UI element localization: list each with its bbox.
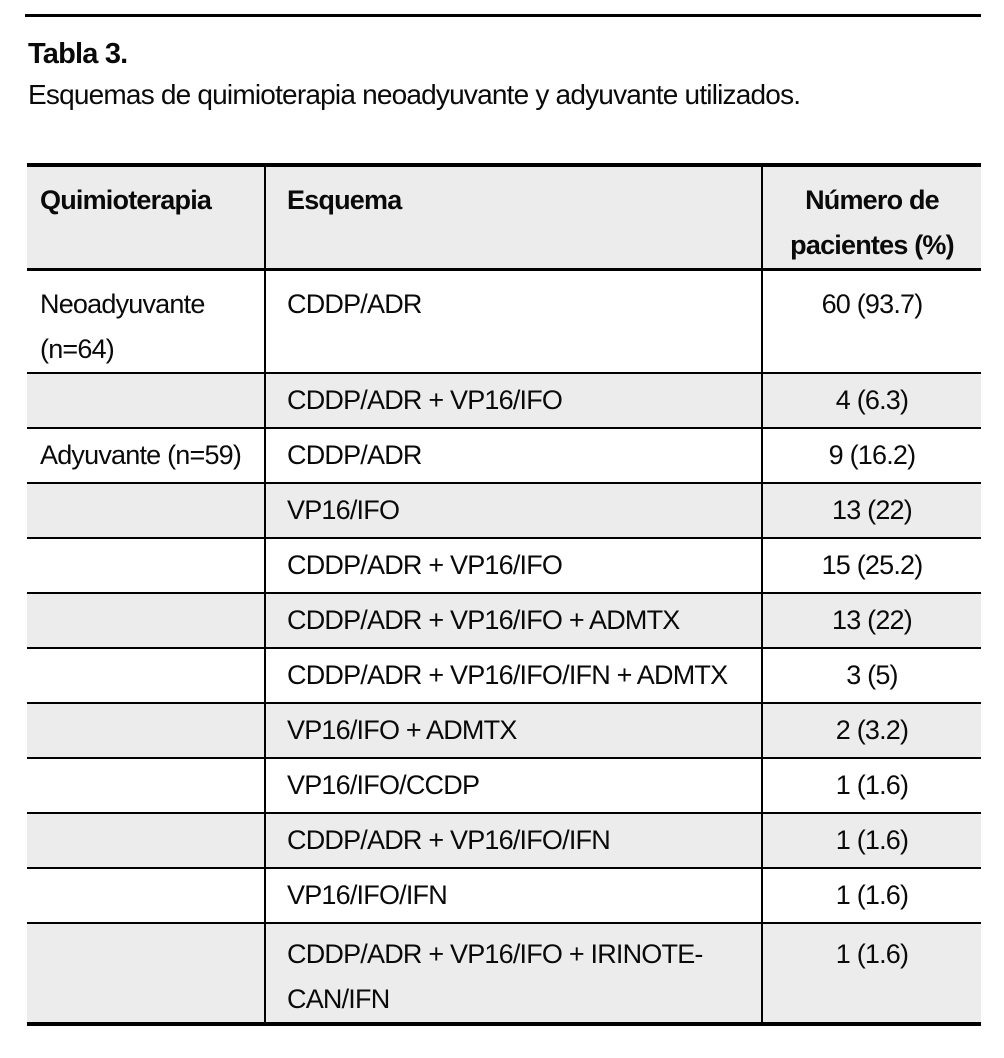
table-row: CDDP/ADR + VP16/IFO/IFN + ADMTX 3 (5) (27, 648, 981, 704)
chemotherapy-schemes-table: Quimioterapia Esquema Número de paciente… (27, 163, 981, 1026)
table-row: Neoadyuvante (n=64) CDDP/ADR 60 (93.7) (27, 269, 981, 374)
cell-esquema: VP16/IFO/IFN (264, 868, 762, 924)
cell-pacientes: 15 (25.2) (761, 538, 981, 594)
cell-quimioterapia (27, 923, 265, 1024)
cell-pacientes: 60 (93.7) (761, 269, 981, 374)
cell-quimioterapia (27, 758, 265, 814)
cell-esquema: VP16/IFO/CCDP (264, 758, 762, 814)
table-row: VP16/IFO/IFN 1 (1.6) (27, 868, 981, 924)
cell-pacientes: 9 (16.2) (761, 428, 981, 484)
cell-esquema: CDDP/ADR + VP16/IFO + ADMTX (264, 593, 762, 649)
table-title: Tabla 3. (28, 38, 128, 70)
table-row: CDDP/ADR + VP16/IFO + ADMTX 13 (22) (27, 593, 981, 649)
cell-quimioterapia (27, 538, 265, 594)
header-cell-numero-pacientes: Número de pacientes (%) (761, 165, 981, 271)
table-row: VP16/IFO + ADMTX 2 (3.2) (27, 703, 981, 759)
table-row: CDDP/ADR + VP16/IFO 4 (6.3) (27, 373, 981, 429)
cell-pacientes: 13 (22) (761, 593, 981, 649)
cell-pacientes: 1 (1.6) (761, 923, 981, 1024)
cell-quimioterapia (27, 868, 265, 924)
header-cell-esquema: Esquema (264, 165, 762, 271)
cell-esquema: CDDP/ADR (264, 428, 762, 484)
cell-esquema: CDDP/ADR + VP16/IFO/IFN (264, 813, 762, 869)
table-row: CDDP/ADR + VP16/IFO/IFN 1 (1.6) (27, 813, 981, 869)
cell-quimioterapia (27, 373, 265, 429)
table-row: VP16/IFO 13 (22) (27, 483, 981, 539)
table-row: CDDP/ADR + VP16/IFO 15 (25.2) (27, 538, 981, 594)
cell-esquema: VP16/IFO + ADMTX (264, 703, 762, 759)
cell-pacientes: 2 (3.2) (761, 703, 981, 759)
cell-pacientes: 1 (1.6) (761, 868, 981, 924)
cell-esquema: VP16/IFO (264, 483, 762, 539)
cell-pacientes: 13 (22) (761, 483, 981, 539)
cell-quimioterapia: Neoadyuvante (n=64) (27, 269, 265, 374)
cell-pacientes: 4 (6.3) (761, 373, 981, 429)
cell-quimioterapia (27, 813, 265, 869)
cell-pacientes: 1 (1.6) (761, 813, 981, 869)
cell-quimioterapia (27, 703, 265, 759)
cell-quimioterapia (27, 593, 265, 649)
table-caption: Esquemas de quimioterapia neoadyuvante y… (28, 79, 801, 110)
cell-quimioterapia: Adyuvante (n=59) (27, 428, 265, 484)
cell-quimioterapia (27, 648, 265, 704)
table-row: VP16/IFO/CCDP 1 (1.6) (27, 758, 981, 814)
cell-pacientes: 3 (5) (761, 648, 981, 704)
cell-esquema: CDDP/ADR + VP16/IFO (264, 538, 762, 594)
cell-esquema: CDDP/ADR + VP16/IFO + IRINOTE- CAN/IFN (264, 923, 762, 1024)
cell-pacientes: 1 (1.6) (761, 758, 981, 814)
cell-esquema: CDDP/ADR (264, 269, 762, 374)
cell-esquema: CDDP/ADR + VP16/IFO/IFN + ADMTX (264, 648, 762, 704)
table-row: Adyuvante (n=59) CDDP/ADR 9 (16.2) (27, 428, 981, 484)
top-divider-rule (25, 14, 981, 17)
cell-esquema: CDDP/ADR + VP16/IFO (264, 373, 762, 429)
header-row: Quimioterapia Esquema Número de paciente… (27, 165, 981, 271)
header-cell-quimioterapia: Quimioterapia (27, 165, 265, 271)
table-row: CDDP/ADR + VP16/IFO + IRINOTE- CAN/IFN 1… (27, 923, 981, 1024)
cell-quimioterapia (27, 483, 265, 539)
